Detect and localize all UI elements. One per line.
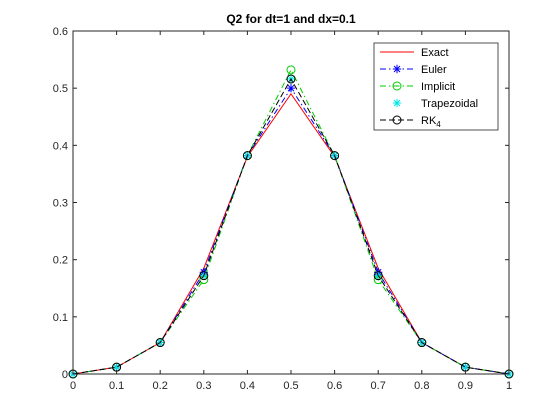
data-point-4-6 (330, 151, 340, 161)
x-tick-label-8: 0.8 (414, 380, 429, 392)
data-point-3-9 (461, 362, 470, 372)
x-tick-label-10: 1 (506, 380, 512, 392)
legend-marker-4 (392, 115, 402, 125)
legend-entry-1: Euler (380, 64, 447, 76)
data-point-4-8 (417, 338, 427, 348)
y-tick-label-0: 0 (62, 369, 68, 381)
legend: Exact Euler Implicit Trapezoidal RK4 (373, 42, 499, 131)
y-tick-label-2: 0.2 (53, 255, 68, 267)
y-tick-label-1: 0.1 (53, 312, 68, 324)
series-4 (68, 74, 514, 379)
y-tick-label-5: 0.5 (53, 83, 68, 95)
y-tick-label-4: 0.4 (53, 140, 68, 152)
legend-marker-3 (392, 98, 402, 108)
legend-label-4: RK4 (421, 115, 441, 129)
legend-entry-4: RK4 (380, 115, 441, 129)
legend-label-2: Implicit (421, 81, 455, 93)
legend-marker-2 (392, 81, 402, 91)
y-tick-label-6: 0.6 (53, 26, 68, 38)
legend-label-0: Exact (421, 47, 449, 59)
data-point-4-2 (155, 338, 165, 348)
chart-title: Q2 for dt=1 and dx=0.1 (226, 12, 356, 26)
legend-entries: Exact Euler Implicit Trapezoidal RK4 (380, 47, 478, 129)
ticks-layer: 0 0.1 0.2 0.3 0.4 0.5 0.6 0.7 0.8 0.9 1 0 0.1 0.2 0.3 0… (53, 26, 512, 392)
data-point-4-5 (286, 74, 296, 84)
data-point-3-1 (112, 362, 121, 372)
data-point-4-4 (242, 151, 252, 161)
data-point-1-5 (286, 83, 296, 93)
legend-entry-3: Trapezoidal (392, 98, 478, 110)
data-point-2-5 (286, 65, 296, 75)
legend-marker-1 (392, 64, 402, 74)
legend-label-1: Euler (421, 64, 447, 76)
x-tick-label-7: 0.7 (371, 380, 386, 392)
x-tick-label-0: 0 (70, 380, 76, 392)
legend-entry-0: Exact (380, 47, 449, 59)
legend-entry-2: Implicit (380, 81, 455, 93)
series-layer (68, 65, 514, 379)
x-tick-label-2: 0.2 (153, 380, 168, 392)
x-tick-label-5: 0.5 (283, 380, 298, 392)
y-tick-label-3: 0.3 (53, 198, 68, 210)
legend-label-3: Trapezoidal (421, 98, 478, 110)
x-tick-label-1: 0.1 (109, 380, 124, 392)
x-tick-label-3: 0.3 (196, 380, 211, 392)
x-tick-label-6: 0.6 (327, 380, 342, 392)
series-line-4 (72, 78, 510, 375)
legend-box (373, 42, 499, 131)
x-tick-label-9: 0.9 (458, 380, 473, 392)
data-point-4-3 (199, 271, 209, 281)
x-tick-label-4: 0.4 (240, 380, 255, 392)
legend-label-sub-4: 4 (436, 120, 441, 129)
data-point-4-7 (373, 271, 383, 281)
